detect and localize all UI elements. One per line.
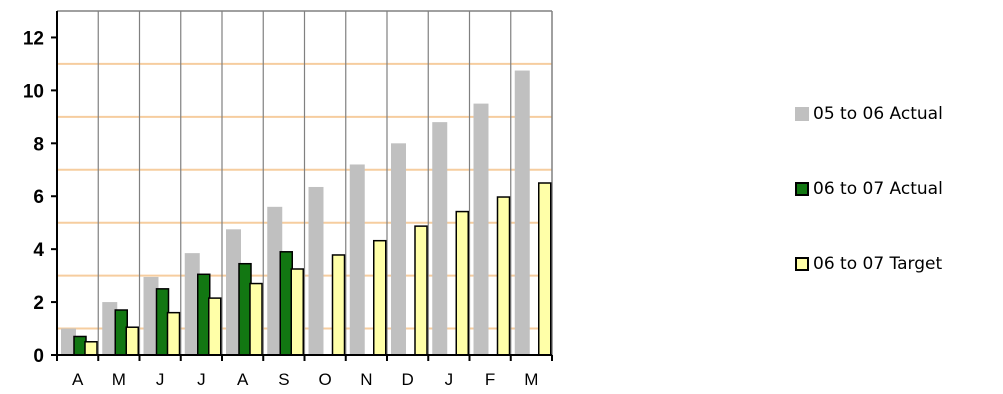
- bar-series2-4: [249, 282, 263, 356]
- bar-series2-5: [290, 268, 304, 356]
- legend-item-06-07-target: 06 to 07 Target: [795, 254, 942, 274]
- bar-series2-3: [208, 297, 222, 356]
- legend-swatch-05-06-actual: [795, 107, 809, 121]
- bar-series0-7: [349, 164, 365, 355]
- bar-series2-2: [166, 311, 181, 356]
- bar-series2-8: [414, 225, 428, 356]
- y-tick-label: 12: [23, 28, 44, 49]
- x-tick-label: O: [319, 370, 332, 389]
- bar-series2-10: [496, 196, 511, 356]
- bar-series0-11: [514, 70, 530, 356]
- grid-lines: [57, 10, 553, 355]
- y-tick-label: 0: [33, 346, 44, 367]
- bar-series0-10: [473, 103, 489, 355]
- axis-labels: 0 2 4 6 8 10 12 A M J J A S O N D J F M: [23, 28, 539, 389]
- bar-series0-6: [308, 186, 324, 355]
- bar-series1-1: [114, 309, 128, 356]
- bar-series0-2: [143, 276, 159, 355]
- x-tick-label: N: [360, 370, 372, 389]
- legend-label-05-06-actual: 05 to 06 Actual: [813, 104, 943, 124]
- legend-swatch-06-07-target: [795, 257, 809, 271]
- y-tick-label: 6: [33, 187, 44, 208]
- bar-series2-11: [538, 182, 552, 356]
- bar-series0-1: [102, 302, 118, 355]
- bar-series0-5: [267, 206, 283, 355]
- axes: [51, 11, 553, 361]
- bar-series0-4: [226, 229, 241, 355]
- x-tick-label: A: [237, 370, 249, 389]
- bar-series2-6: [331, 254, 346, 356]
- x-tick-label: A: [72, 370, 84, 389]
- x-tick-label: D: [401, 370, 413, 389]
- legend-swatch-06-07-actual: [795, 182, 809, 196]
- x-tick-label: M: [112, 370, 126, 389]
- bar-series2-9: [455, 210, 469, 356]
- legend-label-06-07-target: 06 to 07 Target: [813, 254, 943, 274]
- bar-series1-5: [279, 251, 293, 356]
- bar-series2-7: [373, 239, 387, 356]
- bar-series0-0: [61, 328, 76, 355]
- bar-series0-9: [432, 122, 448, 355]
- x-tick-label: J: [156, 370, 165, 389]
- bar-series0-3: [184, 253, 200, 355]
- bar-series1-3: [197, 273, 211, 356]
- y-tick-label: 2: [33, 293, 44, 314]
- y-tick-label: 4: [33, 240, 44, 261]
- bar-series1-2: [155, 288, 170, 356]
- x-tick-label: M: [524, 370, 538, 389]
- x-tick-label: S: [278, 370, 289, 389]
- x-tick-label: F: [485, 370, 495, 389]
- bar-series1-4: [238, 262, 252, 356]
- y-tick-label: 10: [23, 81, 44, 102]
- y-tick-label: 8: [33, 134, 44, 155]
- bar-series1-0: [73, 335, 87, 356]
- x-tick-label: J: [197, 370, 206, 389]
- legend-label-06-07-actual: 06 to 07 Actual: [813, 179, 943, 199]
- bar-series2-1: [125, 326, 139, 356]
- bar-series2-0: [84, 341, 98, 356]
- legend-item-06-07-actual: 06 to 07 Actual: [795, 179, 943, 199]
- bars: [61, 70, 552, 356]
- x-tick-label: J: [445, 370, 454, 389]
- legend-item-05-06-actual: 05 to 06 Actual: [795, 104, 943, 124]
- bar-series0-8: [391, 143, 406, 355]
